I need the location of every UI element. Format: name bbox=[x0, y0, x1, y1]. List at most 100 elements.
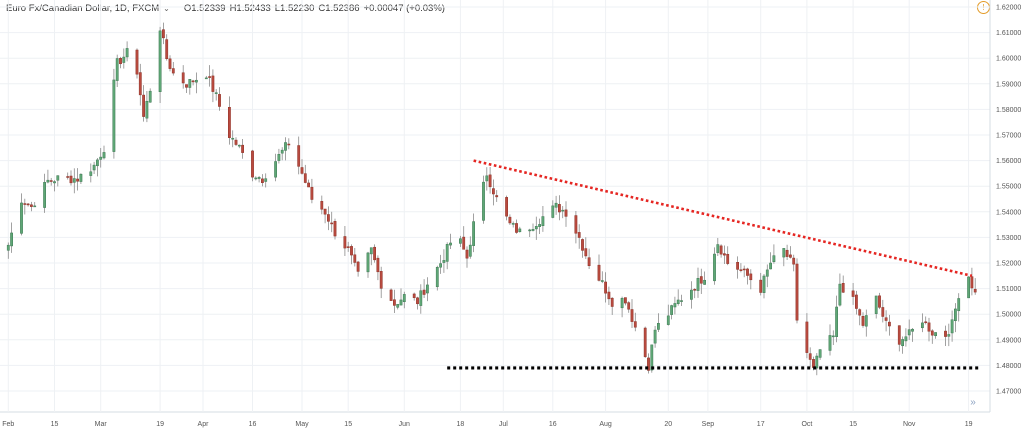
price-tick-label: 1.50000 bbox=[996, 312, 1021, 319]
candle-down bbox=[135, 49, 139, 75]
candle-up bbox=[56, 175, 60, 181]
candle-up bbox=[442, 260, 446, 263]
candle-up bbox=[934, 332, 938, 337]
candle-down bbox=[604, 281, 608, 294]
candle-up bbox=[399, 299, 403, 306]
time-tick-label: Jul bbox=[499, 421, 508, 428]
candle-down bbox=[261, 178, 264, 183]
candle-up bbox=[264, 178, 268, 182]
candle-up bbox=[904, 336, 908, 342]
candle-down bbox=[861, 316, 865, 326]
candle-up bbox=[145, 100, 149, 119]
time-tick-label: Nov bbox=[903, 421, 916, 428]
time-tick-label: 19 bbox=[156, 421, 164, 428]
candle-down bbox=[393, 299, 396, 306]
candle-up bbox=[950, 319, 954, 334]
candle-down bbox=[350, 246, 353, 256]
candle-up bbox=[838, 283, 842, 306]
candle-up bbox=[46, 179, 50, 183]
candle-up bbox=[703, 279, 707, 285]
candle-down bbox=[647, 357, 650, 371]
candle-down bbox=[376, 257, 380, 273]
candle-down bbox=[795, 263, 799, 321]
candle-down bbox=[356, 261, 360, 272]
price-tick-label: 1.59000 bbox=[996, 81, 1021, 88]
candle-down bbox=[973, 288, 977, 293]
time-tick-label: Aug bbox=[599, 421, 612, 428]
candle-down bbox=[558, 204, 561, 213]
candle-up bbox=[864, 315, 868, 327]
candle-up bbox=[419, 290, 423, 306]
resistance-trendline bbox=[473, 159, 973, 278]
candle-down bbox=[234, 139, 238, 145]
candle-up bbox=[954, 308, 957, 322]
candle-up bbox=[10, 232, 13, 247]
time-tick-label: 19 bbox=[965, 421, 973, 428]
candle-up bbox=[818, 349, 822, 358]
candle-down bbox=[76, 178, 79, 182]
candle-down bbox=[416, 297, 419, 305]
candle-up bbox=[696, 278, 700, 291]
candle-down bbox=[607, 291, 611, 300]
candle-down bbox=[389, 289, 393, 301]
candle-up bbox=[204, 77, 208, 80]
candle-up bbox=[713, 253, 716, 282]
candle-up bbox=[33, 205, 37, 208]
candle-down bbox=[878, 295, 881, 308]
candle-up bbox=[53, 181, 56, 184]
time-tick-label: 18 bbox=[457, 421, 465, 428]
candle-down bbox=[181, 72, 185, 84]
candle-up bbox=[158, 30, 162, 92]
time-tick-label: 15 bbox=[51, 421, 59, 428]
candle-up bbox=[274, 161, 278, 178]
price-tick-label: 1.55000 bbox=[996, 184, 1021, 191]
candle-down bbox=[789, 254, 792, 258]
time-tick-label: 15 bbox=[344, 421, 352, 428]
candle-down bbox=[165, 39, 169, 60]
candle-up bbox=[6, 244, 10, 251]
candle-up bbox=[653, 329, 657, 344]
time-tick-label: 16 bbox=[549, 421, 557, 428]
candle-down bbox=[208, 76, 211, 78]
candle-down bbox=[851, 290, 855, 297]
candle-down bbox=[49, 180, 53, 182]
candle-up bbox=[79, 173, 83, 182]
candle-up bbox=[650, 344, 654, 371]
price-tick-label: 1.53000 bbox=[996, 235, 1021, 242]
time-tick-label: Jun bbox=[399, 421, 410, 428]
candle-down bbox=[749, 273, 753, 281]
candle-up bbox=[435, 266, 439, 288]
candle-up bbox=[762, 275, 766, 293]
candle-down bbox=[330, 222, 334, 225]
candle-down bbox=[119, 58, 122, 65]
ohlc-high: H1.52433 bbox=[229, 3, 271, 14]
candle-up bbox=[967, 276, 971, 299]
candle-up bbox=[551, 205, 555, 218]
double-chevron-right-icon[interactable]: » bbox=[970, 397, 976, 408]
candle-up bbox=[673, 303, 677, 308]
price-tick-label: 1.56000 bbox=[996, 158, 1021, 165]
candle-up bbox=[112, 79, 116, 152]
candle-down bbox=[26, 203, 30, 206]
candle-down bbox=[508, 216, 512, 224]
price-tick-label: 1.58000 bbox=[996, 107, 1021, 114]
candle-down bbox=[171, 68, 175, 74]
symbol-label[interactable]: Euro Fx/Canadian Dollar, 1D, FXCM bbox=[6, 3, 160, 14]
candle-up bbox=[43, 182, 47, 208]
time-tick-label: 16 bbox=[249, 421, 257, 428]
candle-down bbox=[69, 175, 73, 184]
candle-down bbox=[574, 215, 578, 234]
chevron-down-icon[interactable]: ⌄ bbox=[163, 4, 170, 13]
candle-down bbox=[168, 58, 172, 69]
candle-down bbox=[495, 195, 499, 198]
candle-up bbox=[459, 238, 462, 244]
ohlc-low: L1.52230 bbox=[274, 3, 315, 14]
price-tick-label: 1.60000 bbox=[996, 56, 1021, 63]
candle-up bbox=[957, 298, 961, 312]
candle-down bbox=[185, 84, 188, 88]
candle-up bbox=[89, 171, 93, 176]
candle-up bbox=[772, 255, 776, 262]
candle-down bbox=[373, 246, 377, 261]
candle-down bbox=[505, 197, 509, 217]
